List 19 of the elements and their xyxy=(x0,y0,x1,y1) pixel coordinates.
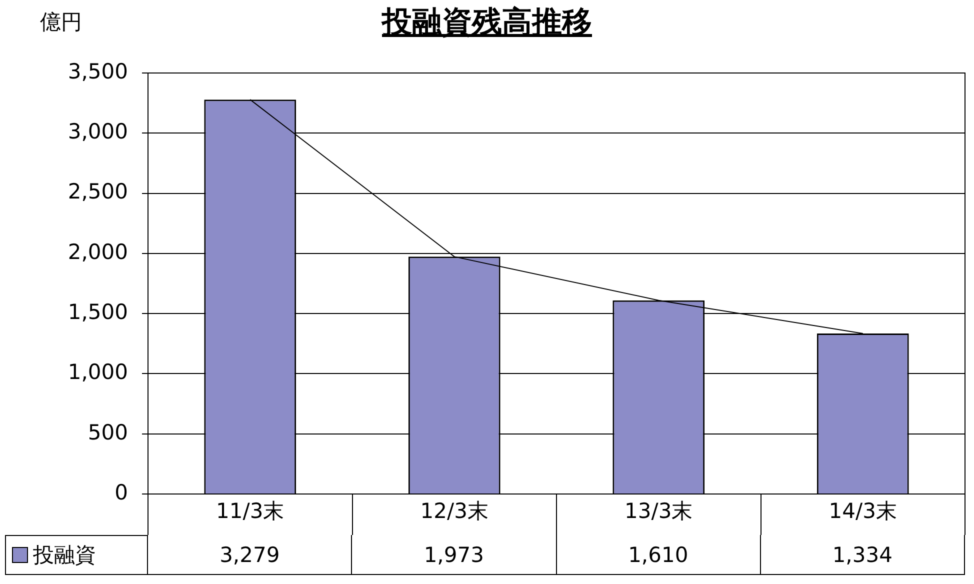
y-tick-label: 2,000 xyxy=(68,240,128,264)
x-tick-label: 13/3末 xyxy=(624,499,693,524)
data-label: 1,610 xyxy=(556,535,761,575)
y-tick-label: 3,500 xyxy=(68,59,128,84)
data-label: 1,334 xyxy=(760,535,965,575)
y-axis-title: 億円 xyxy=(40,9,82,36)
y-tick-label: 3,000 xyxy=(68,120,128,144)
x-tick-label: 11/3末 xyxy=(216,499,284,524)
y-tick-label: 0 xyxy=(114,480,128,504)
legend-label: 投融資 xyxy=(33,542,96,569)
y-tick-label: 2,500 xyxy=(68,180,128,204)
y-tick-label: 500 xyxy=(88,420,128,444)
y-tick-label: 1,500 xyxy=(68,300,128,324)
x-tick-label: 12/3末 xyxy=(420,499,488,524)
data-label: 1,973 xyxy=(352,535,556,575)
y-tick-label: 1,000 xyxy=(68,360,128,384)
x-tick-label: 14/3末 xyxy=(828,499,897,524)
data-label: 3,279 xyxy=(148,535,352,575)
chart-title: 投融資残高推移 xyxy=(382,5,592,40)
